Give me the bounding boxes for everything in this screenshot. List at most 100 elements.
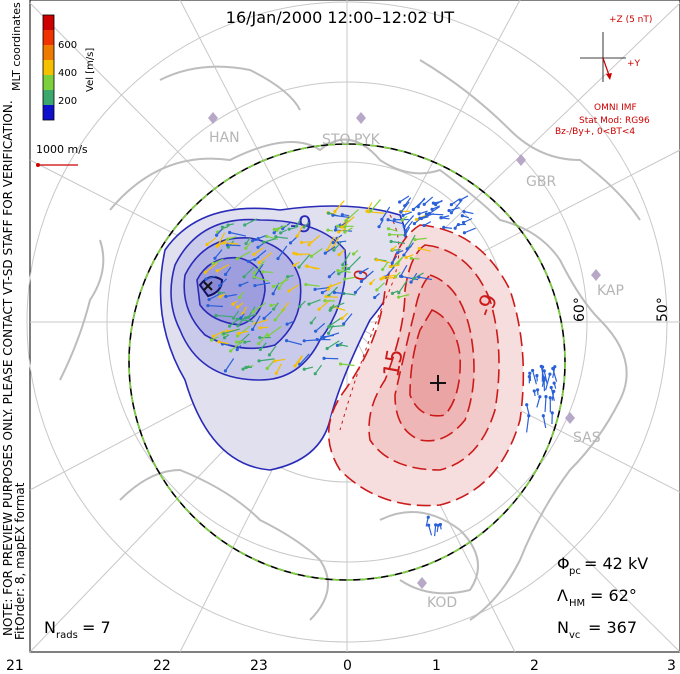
velocity-vector-origin <box>343 230 347 234</box>
velocity-vector <box>305 283 320 287</box>
velocity-vector-origin <box>218 295 222 299</box>
velocity-vector-origin <box>412 221 417 226</box>
coastline <box>379 511 479 595</box>
velocity-vector-origin <box>238 283 242 287</box>
velocity-vector <box>376 282 385 291</box>
colorbar-segment <box>43 60 54 75</box>
lambda-symbol: Λ <box>557 586 568 605</box>
velocity-vector-origin <box>456 222 461 227</box>
velocity-vector-origin <box>326 287 330 292</box>
velocity-vector-origin <box>252 271 256 275</box>
velocity-vector <box>545 373 551 391</box>
velocity-vector <box>536 396 541 408</box>
lambda-subscript: HM <box>569 598 585 609</box>
velocity-vector-origin <box>525 403 529 407</box>
velocity-vector <box>366 202 373 212</box>
velocity-vector-origin <box>399 274 403 278</box>
nrads-symbol: N <box>44 618 56 637</box>
velocity-vector-origin <box>369 281 373 286</box>
phi-value: = 42 kV <box>584 554 648 573</box>
colorbar-label: Vel [m/s] <box>85 48 96 92</box>
velocity-vector-origin <box>215 233 219 237</box>
velocity-vector-origin <box>413 238 417 242</box>
velocity-vector <box>236 250 252 260</box>
velocity-vector <box>252 302 266 313</box>
velocity-vector-origin <box>217 291 222 295</box>
velocity-vector <box>314 287 330 290</box>
velocity-vector <box>230 341 242 352</box>
velocity-vector <box>308 234 321 246</box>
velocity-vector-origin <box>548 372 552 376</box>
velocity-vector-origin <box>286 275 290 279</box>
velocity-vector-origin <box>231 316 236 320</box>
velocity-vector-origin <box>320 291 324 295</box>
velocity-vector-origin <box>535 388 540 392</box>
velocity-vector-origin <box>392 218 397 222</box>
coastline <box>59 239 105 381</box>
velocity-vector <box>258 252 273 263</box>
velocity-vector <box>308 299 321 305</box>
velocity-vector-origin <box>422 202 426 206</box>
velocity-vector-origin <box>211 334 216 338</box>
velocity-vector <box>254 319 269 325</box>
station-label: SAS <box>573 430 601 446</box>
velocity-vector-origin <box>309 254 314 258</box>
velocity-vector-origin <box>277 286 281 290</box>
velocity-vector-origin <box>329 306 333 310</box>
velocity-vector-origin <box>528 371 532 375</box>
velocity-vector <box>326 340 340 350</box>
velocity-vector-origin <box>338 362 343 366</box>
velocity-vector-origin <box>292 251 296 255</box>
velocity-vector-origin <box>258 335 262 340</box>
velocity-vector-origin <box>548 396 552 400</box>
velocity-vector <box>258 332 269 345</box>
velocity-vector <box>334 200 345 212</box>
velocity-vector-origin <box>409 256 413 260</box>
velocity-vector-origin <box>551 366 555 371</box>
velocity-vector <box>337 269 351 273</box>
velocity-vector-origin <box>313 287 317 291</box>
contour-neg-4 <box>196 256 266 326</box>
velocity-vector <box>263 310 273 319</box>
velocity-vector-origin <box>353 290 357 295</box>
velocity-vector-origin <box>387 232 392 237</box>
velocity-vector <box>550 387 555 402</box>
velocity-vector-origin <box>373 295 377 300</box>
velocity-vector-origin <box>403 229 408 233</box>
velocity-vector-origin <box>258 347 262 352</box>
mlt-tick: 23 <box>250 658 268 674</box>
velocity-vector-origin <box>284 339 289 343</box>
velocity-vector-origin <box>332 248 336 252</box>
velocity-vector-origin <box>426 515 430 519</box>
velocity-vector-origin <box>279 231 283 235</box>
velocity-vector-origin <box>226 237 230 241</box>
velocity-vector-origin <box>307 243 311 247</box>
velocity-vector-origin <box>341 263 345 267</box>
map-title: 16/Jan/2000 12:00–12:02 UT <box>226 8 455 27</box>
latitude-label: 60° <box>572 297 588 322</box>
velocity-vector-origin <box>325 346 329 351</box>
velocity-vector <box>296 225 304 237</box>
velocity-vector-origin <box>359 279 364 284</box>
velocity-vector-origin <box>237 331 241 335</box>
velocity-vector <box>391 240 406 244</box>
velocity-vector <box>428 525 433 536</box>
velocity-vector-origin <box>287 289 291 293</box>
velocity-vector <box>370 199 381 212</box>
velocity-vector-origin <box>462 231 467 235</box>
velocity-vector-origin <box>235 334 240 338</box>
velocity-vector-origin <box>461 220 466 225</box>
velocity-vector-origin <box>527 374 531 379</box>
velocity-vector-origin <box>337 253 341 257</box>
velocity-vector-origin <box>347 266 351 271</box>
velocity-vector-origin <box>324 295 328 299</box>
velocity-vector-origin <box>398 200 402 204</box>
mlt-tick: 1 <box>432 658 441 674</box>
velocity-vector-origin <box>434 523 438 527</box>
velocity-vector-origin <box>287 227 291 231</box>
velocity-vector-origin <box>369 209 373 213</box>
velocity-vector-origin <box>313 372 317 376</box>
imf-y-label: +Y <box>627 59 641 69</box>
velocity-vector-origin <box>462 210 466 214</box>
